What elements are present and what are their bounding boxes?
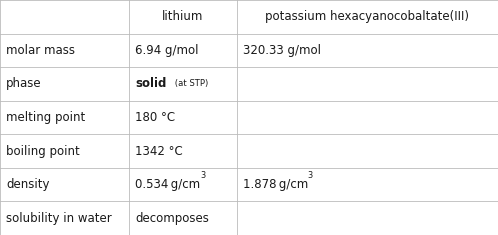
Text: lithium: lithium — [162, 10, 204, 23]
Text: 1342 °C: 1342 °C — [135, 145, 183, 158]
Text: 3: 3 — [201, 172, 206, 180]
Text: decomposes: decomposes — [135, 212, 209, 225]
Text: 3: 3 — [308, 172, 313, 180]
Text: solid: solid — [135, 77, 167, 90]
Text: density: density — [6, 178, 49, 191]
Text: 320.33 g/mol: 320.33 g/mol — [243, 44, 321, 57]
Text: 6.94 g/mol: 6.94 g/mol — [135, 44, 199, 57]
Text: 180 °C: 180 °C — [135, 111, 176, 124]
Text: potassium hexacyanocobaltate(III): potassium hexacyanocobaltate(III) — [265, 10, 469, 23]
Text: phase: phase — [6, 77, 42, 90]
Text: solubility in water: solubility in water — [6, 212, 112, 225]
Text: molar mass: molar mass — [6, 44, 75, 57]
Text: 0.534 g/cm: 0.534 g/cm — [135, 178, 201, 191]
Text: (at STP): (at STP) — [172, 79, 208, 88]
Text: 1.878 g/cm: 1.878 g/cm — [243, 178, 308, 191]
Text: boiling point: boiling point — [6, 145, 80, 158]
Text: melting point: melting point — [6, 111, 85, 124]
